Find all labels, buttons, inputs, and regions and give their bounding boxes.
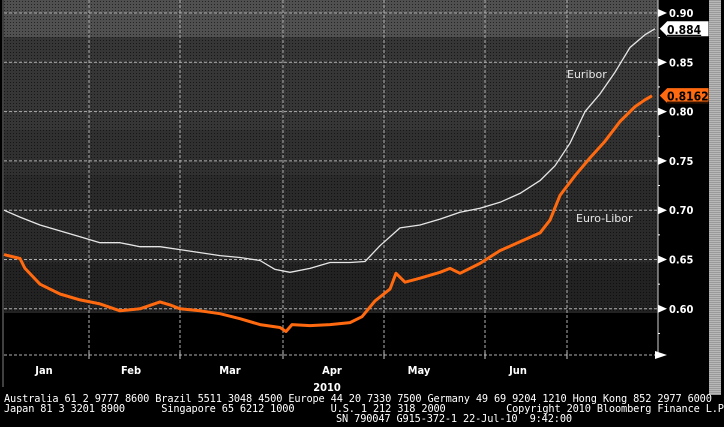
y-tick-arrow-icon <box>658 156 667 165</box>
footer-serial-line: SN 790047 G915-372-1 22-Jul-10 9:42:00 <box>336 413 572 425</box>
x-tick-label: Feb <box>121 364 141 377</box>
x-tick-label: Apr <box>322 364 342 377</box>
y-tick-arrow-icon <box>658 58 667 67</box>
y-tick-arrow-icon <box>658 107 667 116</box>
y-tick-label: 0.75 <box>669 155 694 168</box>
euro-libor-label: Euro-Libor <box>576 212 633 225</box>
last-value-text: 0.884 <box>667 23 702 37</box>
x-axis-arrow-icon <box>655 351 667 359</box>
footer-contacts-line-1: Australia 61 2 9777 8600 Brazil 5511 304… <box>4 393 712 405</box>
y-axis-ticks: 0.90 0.85 0.80 0.75 0.70 0.65 0.60 <box>658 7 694 334</box>
y-tick-arrow-icon <box>658 255 667 264</box>
last-value-text: 0.8162 <box>667 90 709 104</box>
last-value-tags: 0.884 0.8162 <box>658 20 710 105</box>
rate-chart: 0.90 0.85 0.80 0.75 0.70 0.65 0.60 Jan Feb Mar Ap… <box>2 0 710 394</box>
footer-contacts-line-2: Japan 81 3 3201 8900 Singapore 65 6212 1… <box>4 403 724 415</box>
y-tick-arrow-icon <box>658 304 667 313</box>
euro-libor-line <box>3 94 653 333</box>
y-tick-label: 0.65 <box>669 254 694 267</box>
background-bands <box>4 0 658 313</box>
gridlines <box>4 0 658 355</box>
scrollbar[interactable] <box>709 0 721 395</box>
x-tick-label: May <box>408 364 431 377</box>
x-tick-label: Jan <box>34 364 52 377</box>
y-tick-label: 0.80 <box>669 106 694 119</box>
euribor-label: Euribor <box>567 68 607 81</box>
y-tick-label: 0.85 <box>669 56 694 69</box>
x-tick-label: Jun <box>508 364 527 377</box>
y-tick-arrow-icon <box>658 9 667 17</box>
year-label: 2010 <box>313 381 341 394</box>
y-tick-label: 0.90 <box>669 7 694 20</box>
x-axis: Jan Feb Mar Apr May Jun 2010 <box>4 351 667 394</box>
x-tick-label: Mar <box>219 364 241 377</box>
euribor-line <box>3 28 656 273</box>
y-tick-label: 0.70 <box>669 204 694 217</box>
y-tick-label: 0.60 <box>669 303 694 316</box>
y-tick-arrow-icon <box>658 206 667 215</box>
